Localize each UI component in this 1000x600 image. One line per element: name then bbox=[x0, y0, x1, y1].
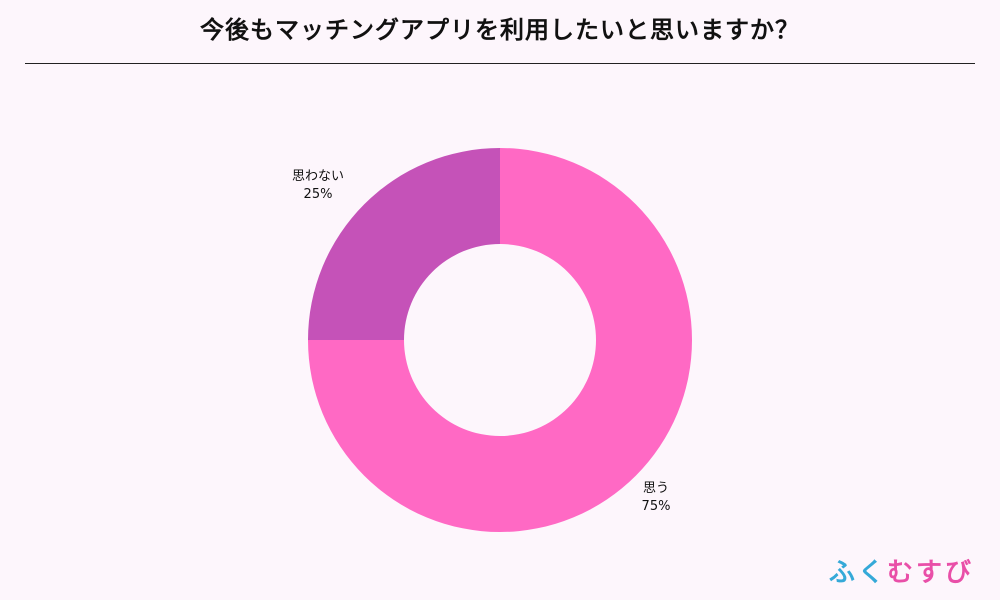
donut-slice-1 bbox=[308, 148, 692, 532]
brand-char: す bbox=[915, 558, 945, 588]
slice-label-value: 25% bbox=[303, 187, 333, 202]
slice-label-name: 思わない bbox=[291, 169, 344, 184]
brand-logo: ふくむすび bbox=[829, 556, 974, 590]
title-divider bbox=[25, 63, 975, 64]
brand-char: び bbox=[944, 558, 974, 588]
slice-label-name: 思う bbox=[642, 481, 669, 496]
donut-slice-2 bbox=[308, 148, 500, 340]
brand-char: む bbox=[886, 558, 916, 588]
slice-label-2: 思わない 25% bbox=[282, 168, 354, 204]
slice-label-1: 思う 75% bbox=[628, 480, 684, 516]
brand-char: く bbox=[857, 558, 887, 588]
slice-label-value: 75% bbox=[641, 499, 671, 514]
brand-char: ふ bbox=[828, 558, 858, 588]
chart-title: 今後もマッチングアプリを利用したいと思いますか？ bbox=[200, 16, 800, 44]
